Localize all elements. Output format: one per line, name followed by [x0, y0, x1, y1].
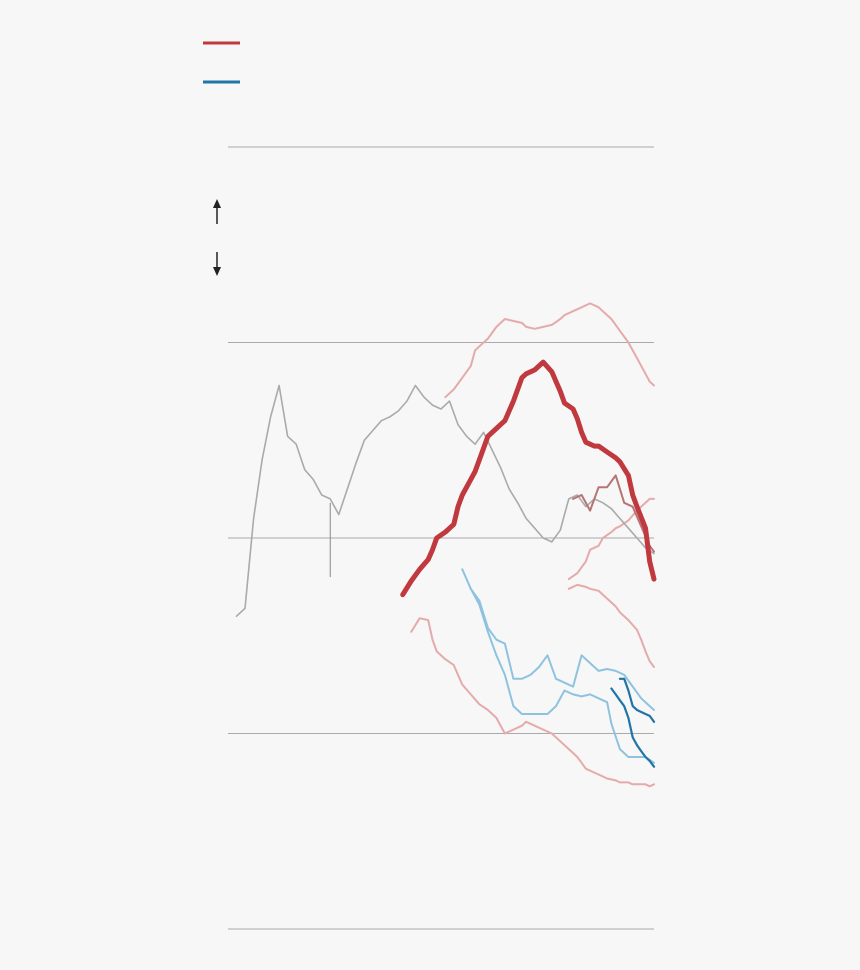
series-line-4 [410, 617, 655, 788]
series-line-0 [400, 359, 657, 598]
legend [203, 41, 240, 84]
series-line-5 [235, 384, 655, 617]
series-line-3 [567, 583, 655, 668]
direction-arrows [213, 199, 221, 276]
series-group [235, 302, 657, 788]
series-line-7 [461, 568, 655, 711]
arrow-up-icon [213, 199, 221, 208]
arrow-down-icon [213, 267, 221, 276]
series-line-10 [610, 687, 656, 768]
series-line-1 [444, 302, 655, 399]
series-line-8 [469, 587, 655, 764]
series-line-9 [618, 677, 656, 723]
series-line-2 [567, 497, 655, 581]
